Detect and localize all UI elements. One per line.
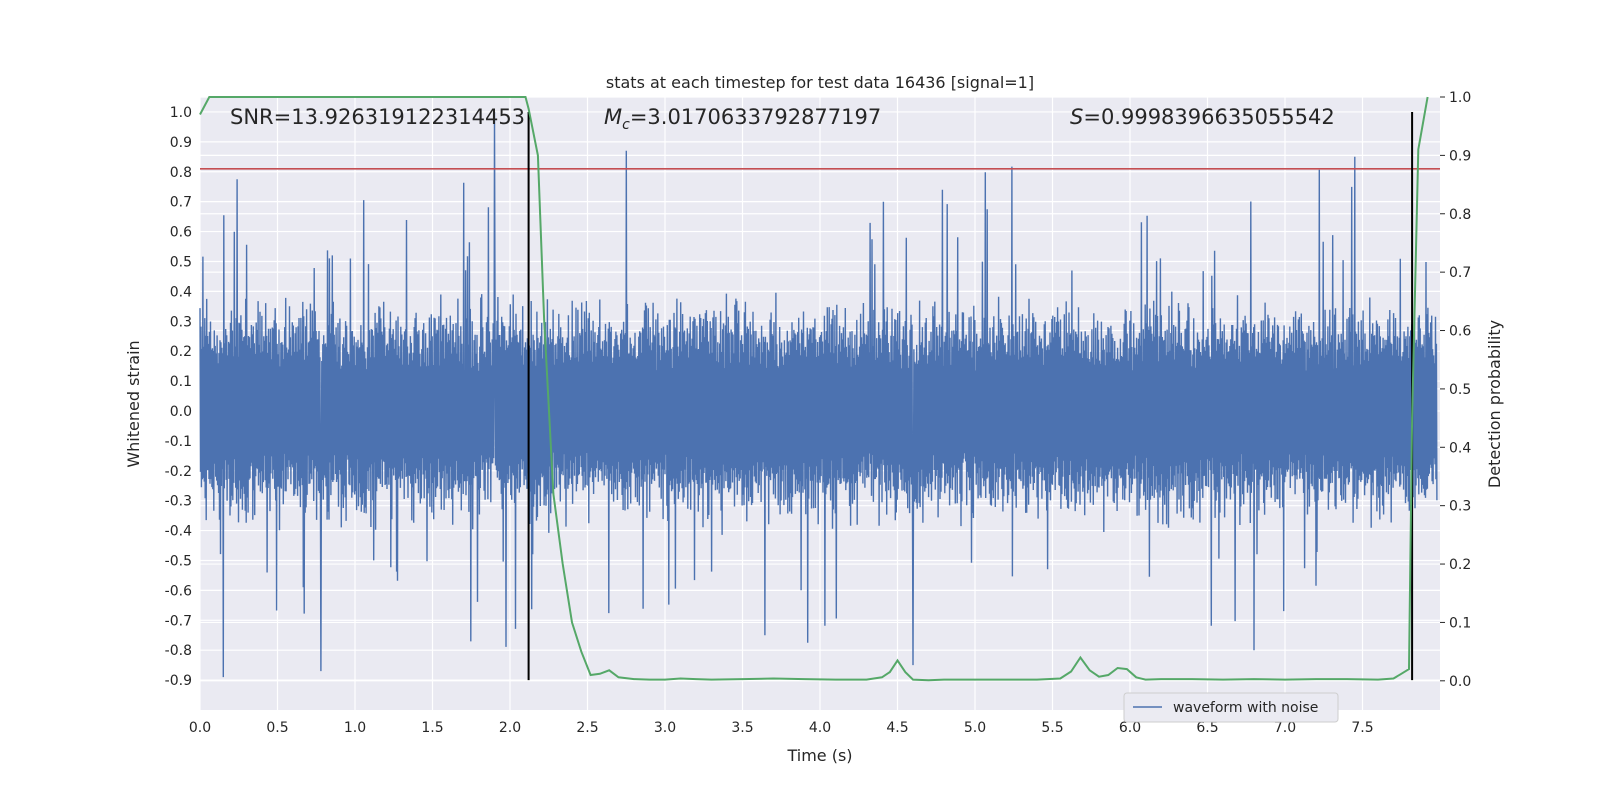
strain-series bbox=[199, 111, 1438, 678]
x-tick-label: 0.5 bbox=[266, 720, 288, 736]
legend-label-waveform: waveform with noise bbox=[1173, 700, 1318, 716]
significance-symbol: S bbox=[1070, 105, 1083, 129]
y2-tick-label: 0.9 bbox=[1449, 148, 1471, 164]
x-tick-label: 5.5 bbox=[1041, 720, 1063, 736]
chirp-mass-subscript: c bbox=[622, 117, 630, 133]
x-tick-label: 3.5 bbox=[731, 720, 753, 736]
y2-tick-label: 0.0 bbox=[1449, 674, 1471, 690]
tick-layer: 0.0 0.5 1.0 1.5 2.0 2.5 3.0 3.5 4.0 4.5 5.0 5.5 6.0 6… bbox=[165, 90, 1472, 736]
significance-value: =0.9998396635055542 bbox=[1083, 105, 1334, 129]
x-tick-label: 7.5 bbox=[1351, 720, 1373, 736]
y2-tick-label: 0.5 bbox=[1449, 382, 1471, 398]
y2-tick-label: 0.3 bbox=[1449, 499, 1471, 515]
y-tick-label: -0.7 bbox=[165, 613, 192, 629]
legend-box bbox=[1123, 692, 1339, 723]
y2-tick-label: 0.2 bbox=[1449, 557, 1471, 573]
y-tick-label: -0.8 bbox=[165, 643, 192, 659]
legend: waveform with noise bbox=[1123, 692, 1339, 723]
y-tick-label: -0.1 bbox=[165, 434, 192, 450]
y-tick-label: 0.6 bbox=[170, 225, 192, 241]
x-tick-label: 2.0 bbox=[499, 720, 521, 736]
snr-annotation: SNR=13.926319122314453 bbox=[230, 105, 525, 129]
y-tick-label: 0.9 bbox=[170, 135, 192, 151]
y-tick-label: 0.8 bbox=[170, 165, 192, 181]
y-tick-label: -0.5 bbox=[165, 553, 192, 569]
y2-tick-label: 1.0 bbox=[1449, 90, 1471, 106]
y-tick-label: 0.3 bbox=[170, 314, 192, 330]
y2-tick-label: 0.6 bbox=[1449, 324, 1471, 340]
strain-line bbox=[199, 111, 1438, 678]
detection-probability-line bbox=[199, 96, 1429, 682]
chirp-mass-annotation: Mc=3.0170633792877197 bbox=[604, 105, 881, 133]
y-tick-label: 0.4 bbox=[170, 284, 192, 300]
y-tick-label: 1.0 bbox=[170, 105, 192, 121]
y2-tick-label: 0.8 bbox=[1449, 207, 1471, 223]
chirp-mass-value: =3.0170633792877197 bbox=[630, 105, 881, 129]
x-tick-label: 0.0 bbox=[189, 720, 211, 736]
x-axis-label: Time (s) bbox=[786, 746, 852, 765]
y2-tick-label: 0.4 bbox=[1449, 440, 1471, 456]
x-tick-label: 5.0 bbox=[964, 720, 986, 736]
y-tick-label: -0.9 bbox=[165, 673, 192, 689]
x-tick-label: 6.5 bbox=[1196, 720, 1218, 736]
x-tick-label: 2.5 bbox=[576, 720, 598, 736]
x-tick-label: 4.0 bbox=[809, 720, 831, 736]
y2-tick-label: 0.1 bbox=[1449, 615, 1471, 631]
y-axis-label: Whitened strain bbox=[124, 340, 143, 467]
y-tick-label: -0.2 bbox=[165, 464, 192, 480]
y-tick-label: 0.2 bbox=[170, 344, 192, 360]
y-tick-label: 0.7 bbox=[170, 195, 192, 211]
significance-annotation: S=0.9998396635055542 bbox=[1070, 105, 1335, 129]
y-tick-label: -0.6 bbox=[165, 583, 192, 599]
y-tick-label: 0.1 bbox=[170, 374, 192, 390]
overlay-layer bbox=[199, 96, 1440, 682]
y-tick-label: -0.3 bbox=[165, 494, 192, 510]
chart-title: stats at each timestep for test data 164… bbox=[606, 73, 1034, 92]
y-tick-label: 0.5 bbox=[170, 254, 192, 270]
x-tick-label: 1.5 bbox=[421, 720, 443, 736]
y-tick-label: -0.4 bbox=[165, 524, 192, 540]
x-tick-label: 7.0 bbox=[1274, 720, 1296, 736]
chirp-mass-symbol: M bbox=[604, 105, 622, 129]
y2-tick-label: 0.7 bbox=[1449, 265, 1471, 281]
x-tick-label: 6.0 bbox=[1119, 720, 1141, 736]
x-tick-label: 1.0 bbox=[344, 720, 366, 736]
x-tick-label: 4.5 bbox=[886, 720, 908, 736]
y-tick-label: 0.0 bbox=[170, 404, 192, 420]
x-tick-label: 3.0 bbox=[654, 720, 676, 736]
y2-axis-label: Detection probability bbox=[1485, 320, 1504, 488]
